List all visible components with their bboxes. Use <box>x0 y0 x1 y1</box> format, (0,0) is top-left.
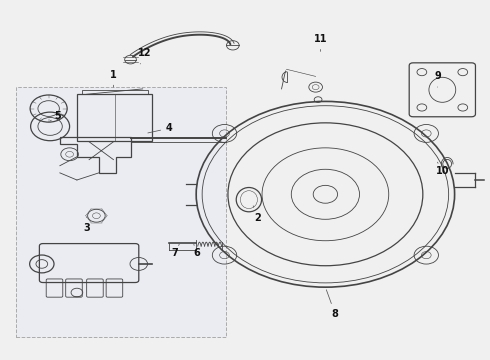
Text: 6: 6 <box>193 244 199 258</box>
Text: 1: 1 <box>110 69 117 87</box>
Text: 11: 11 <box>314 34 327 51</box>
Text: 2: 2 <box>253 206 261 222</box>
Text: 7: 7 <box>171 244 179 258</box>
Text: 4: 4 <box>148 123 173 133</box>
Bar <box>16 87 225 337</box>
Text: 10: 10 <box>436 162 449 176</box>
Bar <box>77 94 152 141</box>
Text: 5: 5 <box>50 111 61 121</box>
Text: 8: 8 <box>326 290 339 319</box>
Text: 9: 9 <box>434 71 441 87</box>
Text: 3: 3 <box>83 217 90 233</box>
Text: 12: 12 <box>138 48 152 64</box>
Bar <box>82 90 147 94</box>
